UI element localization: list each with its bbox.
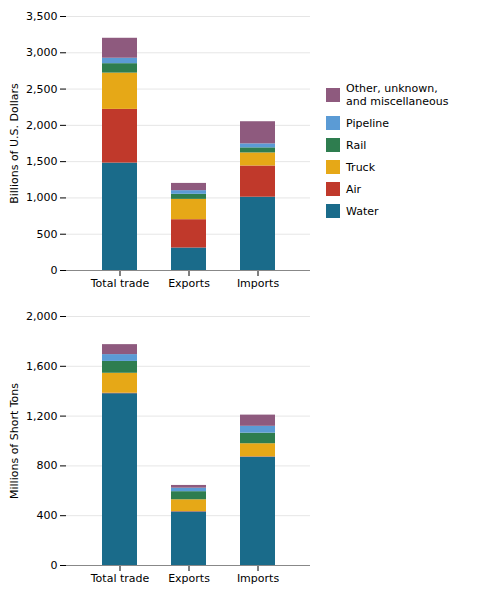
svg-text:800: 800 [37, 459, 58, 472]
svg-text:1,600: 1,600 [26, 360, 58, 373]
svg-text:1,000: 1,000 [26, 191, 58, 204]
svg-text:400: 400 [37, 509, 58, 522]
html-text:Rail: Rail [346, 138, 367, 152]
svg-text:Exports: Exports [168, 277, 210, 290]
svg-text:0: 0 [51, 559, 58, 572]
svg-text:1,200: 1,200 [26, 410, 58, 423]
html-text:Water: Water [346, 204, 379, 218]
svg-text:3,500: 3,500 [26, 10, 58, 23]
svg-text:1,500: 1,500 [26, 155, 58, 168]
html-text:Truck: Truck [346, 160, 375, 174]
svg-text:Imports: Imports [237, 277, 280, 290]
svg-text:500: 500 [37, 228, 58, 241]
svg-text:Total trade: Total trade [90, 572, 150, 585]
html-text:Pipeline: Pipeline [346, 116, 390, 130]
svg-text:2,000: 2,000 [26, 310, 58, 323]
svg-text:Imports: Imports [237, 572, 280, 585]
html-text:Air: Air [346, 182, 362, 196]
html-text:Other, unknown, and miscellane: Other, unknown, and miscellaneous [346, 81, 449, 108]
svg-text:Billions of U.S. Dollars: Billions of U.S. Dollars [8, 83, 21, 204]
svg-text:0: 0 [51, 264, 58, 277]
svg-text:2,000: 2,000 [26, 119, 58, 132]
svg-text:Exports: Exports [168, 572, 210, 585]
svg-text:Millions of Short Tons: Millions of Short Tons [8, 383, 21, 499]
svg-text:Total trade: Total trade [90, 277, 150, 290]
svg-text:2,500: 2,500 [26, 83, 58, 96]
svg-text:3,000: 3,000 [26, 46, 58, 59]
